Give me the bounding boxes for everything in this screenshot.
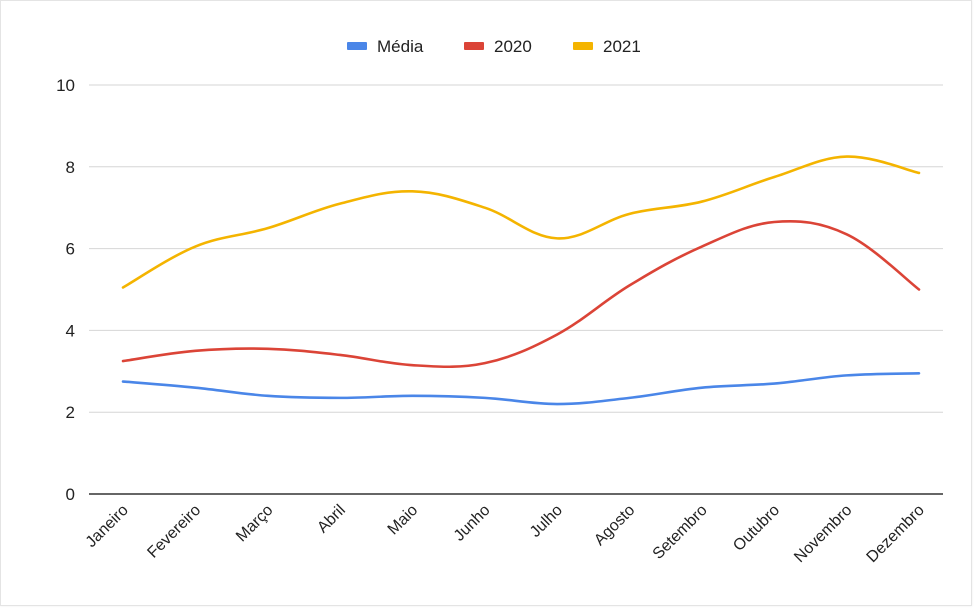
x-tick-label: Fevereiro <box>144 502 204 562</box>
y-tick-label: 10 <box>56 76 75 95</box>
y-tick-label: 8 <box>66 158 75 177</box>
x-axis-ticks: Janeiro Fevereiro Março Abril Maio Junho Julho… <box>83 502 928 566</box>
x-tick-label: Outubro <box>730 502 783 555</box>
x-tick-label: Dezembro <box>864 502 928 566</box>
x-tick-label: Junho <box>451 502 494 545</box>
grid-lines <box>89 84 943 495</box>
y-tick-label: 0 <box>66 485 75 504</box>
legend-label: Média <box>377 37 424 56</box>
series-lines <box>121 155 921 406</box>
x-tick-label: Setembro <box>650 502 711 563</box>
x-tick-label: Agosto <box>591 502 638 549</box>
x-tick-label: Julho <box>527 502 566 541</box>
x-tick-label: Abril <box>314 502 349 537</box>
y-axis-ticks: 0 2 4 6 8 10 <box>56 76 75 504</box>
series-line-1 <box>121 219 921 369</box>
series-line-2 <box>121 155 921 289</box>
x-tick-label: Maio <box>385 502 422 539</box>
y-tick-label: 6 <box>66 240 75 259</box>
legend-label: 2020 <box>494 37 532 56</box>
legend-swatch <box>573 42 593 50</box>
y-tick-label: 2 <box>66 403 75 422</box>
legend-label: 2021 <box>603 37 641 56</box>
legend-swatch <box>464 42 484 50</box>
series-line-0 <box>121 372 921 406</box>
x-tick-label: Novembro <box>791 502 855 566</box>
x-tick-label: Março <box>233 502 277 546</box>
x-tick-label: Janeiro <box>83 502 132 551</box>
legend: Média 2020 2021 <box>347 37 641 56</box>
legend-swatch <box>347 42 367 50</box>
y-tick-label: 4 <box>66 321 75 340</box>
